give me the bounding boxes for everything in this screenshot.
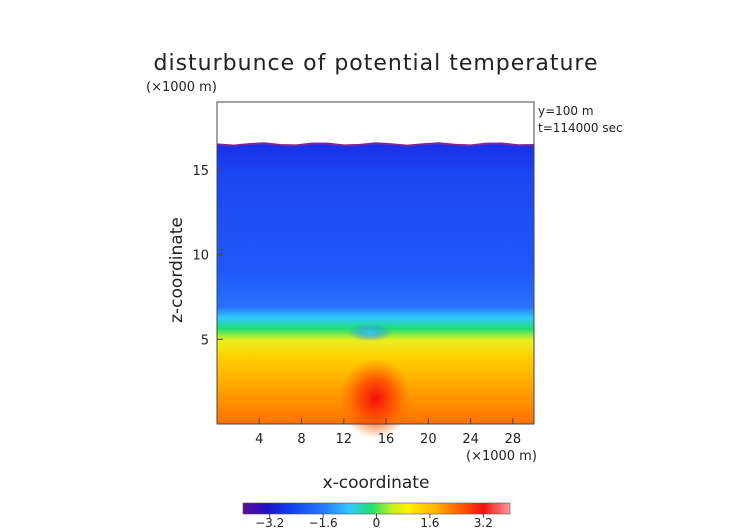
chart-title: disturbunce of potential temperature <box>154 51 599 76</box>
colorbar <box>242 502 511 515</box>
warm-core <box>339 358 412 439</box>
y-tick-label: 5 <box>201 333 209 348</box>
annotation-t: t=114000 sec <box>538 121 623 135</box>
x-tick-label: 12 <box>336 432 353 447</box>
heatmap-field <box>217 143 534 424</box>
x-axis-label: x-coordinate <box>323 473 430 493</box>
x-tick-label: 16 <box>378 432 395 447</box>
y-axis-label: z-coordinate <box>167 217 187 323</box>
colorbar-tick-label: 0 <box>373 516 381 530</box>
x-tick-label: 24 <box>462 432 479 447</box>
x-tick-label: 20 <box>420 432 437 447</box>
x-tick-label: 28 <box>505 432 522 447</box>
cool-intrusion <box>348 323 393 342</box>
colorbar-tick-label: −3.2 <box>255 516 284 530</box>
plot-area <box>216 101 535 439</box>
y-tick-label: 15 <box>192 164 209 179</box>
x-axis-ticks: 4 8 12 16 20 24 28 <box>255 418 521 447</box>
y-axis-ticks: 5 10 15 <box>192 164 223 348</box>
top-boundary <box>216 142 535 147</box>
annotation-y: y=100 m <box>538 104 594 118</box>
plot-frame <box>216 101 535 425</box>
scale-label: (×1000 m) <box>146 80 217 95</box>
x-unit-label: (×1000 m) <box>466 449 537 464</box>
colorbar-ticks: −3.2 −1.6 0 1.6 3.2 <box>255 514 493 530</box>
x-tick-label: 4 <box>255 432 263 447</box>
colorbar-tick-label: 1.6 <box>420 516 439 530</box>
colorbar-tick-label: −1.6 <box>309 516 338 530</box>
x-tick-label: 8 <box>297 432 305 447</box>
colorbar-tick-label: 3.2 <box>474 516 493 530</box>
y-tick-label: 10 <box>192 249 209 264</box>
